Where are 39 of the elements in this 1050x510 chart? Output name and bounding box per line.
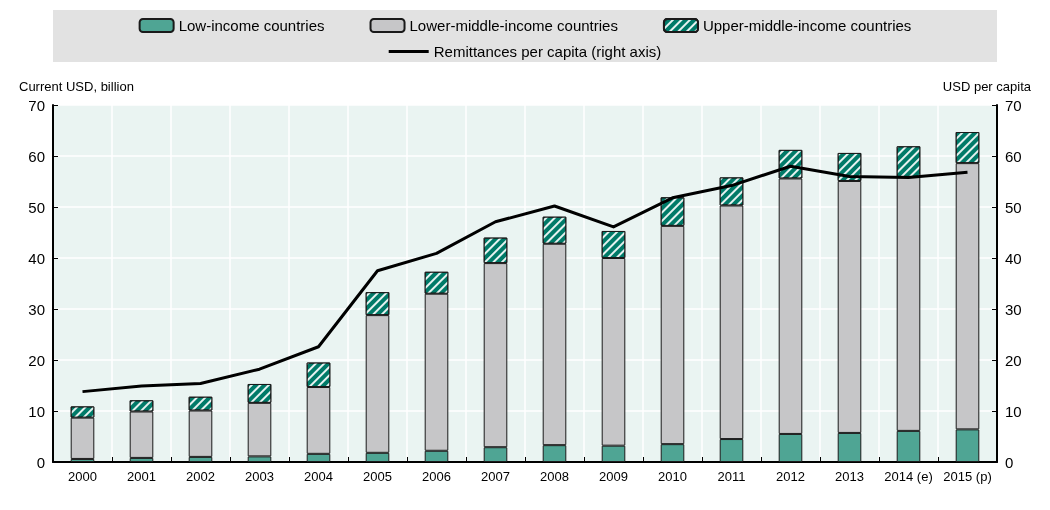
y2-tick-label: 70 bbox=[1005, 96, 1022, 114]
x-tick-label: 2015 (p) bbox=[943, 469, 992, 484]
y-tick-label: 60 bbox=[28, 147, 45, 165]
y-tick-label: 20 bbox=[28, 351, 45, 369]
x-tick-label: 2014 (e) bbox=[884, 469, 933, 484]
y2-tick-label: 0 bbox=[1005, 453, 1014, 471]
x-tick-label: 2007 bbox=[481, 469, 510, 484]
x-tick-label: 2011 bbox=[717, 469, 746, 484]
line-series bbox=[81, 164, 969, 394]
x-tick-label: 2013 bbox=[835, 469, 864, 484]
x-tick-label: 2006 bbox=[422, 469, 451, 484]
x-tick-label: 2008 bbox=[540, 469, 569, 484]
x-tick-label: 2003 bbox=[245, 469, 274, 484]
legend-label: Remittances per capita (right axis) bbox=[433, 43, 662, 60]
x-tick-label: 2012 bbox=[776, 469, 805, 484]
x-tick-label: 2005 bbox=[363, 469, 392, 484]
x-tick-label: 2000 bbox=[68, 469, 97, 484]
y2-tick-label: 50 bbox=[1005, 198, 1022, 216]
x-tick-label: 2010 bbox=[658, 469, 687, 484]
y2-tick-label: 60 bbox=[1005, 147, 1022, 165]
legend-label: Low-income countries bbox=[178, 17, 325, 34]
y2-tick-label: 30 bbox=[1005, 300, 1022, 318]
y-tick-label: 40 bbox=[28, 249, 45, 267]
y2-tick-label: 40 bbox=[1005, 249, 1022, 267]
y-tick-label: 0 bbox=[36, 453, 45, 471]
y-tick-label: 70 bbox=[28, 96, 45, 114]
x-tick-label: 2001 bbox=[127, 469, 156, 484]
x-tick-label: 2009 bbox=[599, 469, 628, 484]
legend-label: Lower-middle-income countries bbox=[409, 17, 618, 34]
y-axis-title: Current USD, billion bbox=[19, 79, 134, 94]
legend-label: Upper-middle-income countries bbox=[702, 17, 912, 34]
y2-tick-label: 20 bbox=[1005, 351, 1022, 369]
y-tick-label: 10 bbox=[28, 402, 45, 420]
x-tick-label: 2002 bbox=[186, 469, 215, 484]
y2-axis-title: USD per capita bbox=[942, 79, 1032, 94]
y-tick-label: 50 bbox=[28, 198, 45, 216]
x-tick-label: 2004 bbox=[304, 469, 333, 484]
y-tick-label: 30 bbox=[28, 300, 45, 318]
y2-tick-label: 10 bbox=[1005, 402, 1022, 420]
